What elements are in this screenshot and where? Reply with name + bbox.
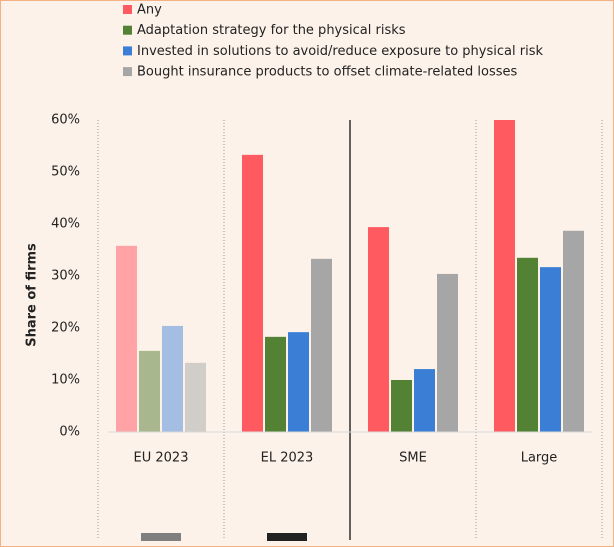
bar [311, 258, 332, 432]
bar [265, 336, 286, 432]
decoration [141, 533, 181, 541]
y-tick-label: 20% [51, 321, 80, 336]
decoration [267, 533, 307, 541]
bar [517, 257, 538, 432]
y-axis-label: Share of firms [25, 243, 40, 347]
bar [288, 332, 309, 432]
bar [391, 380, 412, 432]
bar [116, 245, 137, 432]
bar [437, 273, 458, 432]
bar [540, 267, 561, 432]
legend-swatch [123, 67, 132, 77]
x-tick-label: EL 2023 [261, 451, 314, 466]
bar [368, 227, 389, 432]
legend-label: Any [137, 3, 162, 18]
x-tick-label: EU 2023 [134, 451, 189, 466]
bar [414, 369, 435, 432]
legend-label: Adaptation strategy for the physical ris… [137, 23, 406, 38]
x-tick-label: Large [521, 451, 558, 466]
legend-swatch [123, 5, 132, 14]
legend-label: Invested in solutions to avoid/reduce ex… [137, 44, 543, 59]
y-tick-label: 40% [51, 217, 80, 232]
y-tick-label: 60% [51, 113, 80, 128]
bar [242, 154, 263, 432]
y-tick-label: 0% [59, 425, 80, 440]
bar [139, 350, 160, 432]
x-tick-label: SME [399, 451, 427, 466]
y-tick-label: 10% [51, 373, 80, 388]
y-tick-label: 50% [51, 165, 80, 180]
bar [185, 362, 206, 432]
bar [494, 120, 515, 432]
bar [162, 325, 183, 432]
legend-swatch [123, 46, 132, 56]
legend-label: Bought insurance products to offset clim… [137, 65, 518, 80]
legend-swatch [123, 25, 132, 35]
y-tick-label: 30% [51, 269, 80, 284]
bar [563, 230, 584, 432]
